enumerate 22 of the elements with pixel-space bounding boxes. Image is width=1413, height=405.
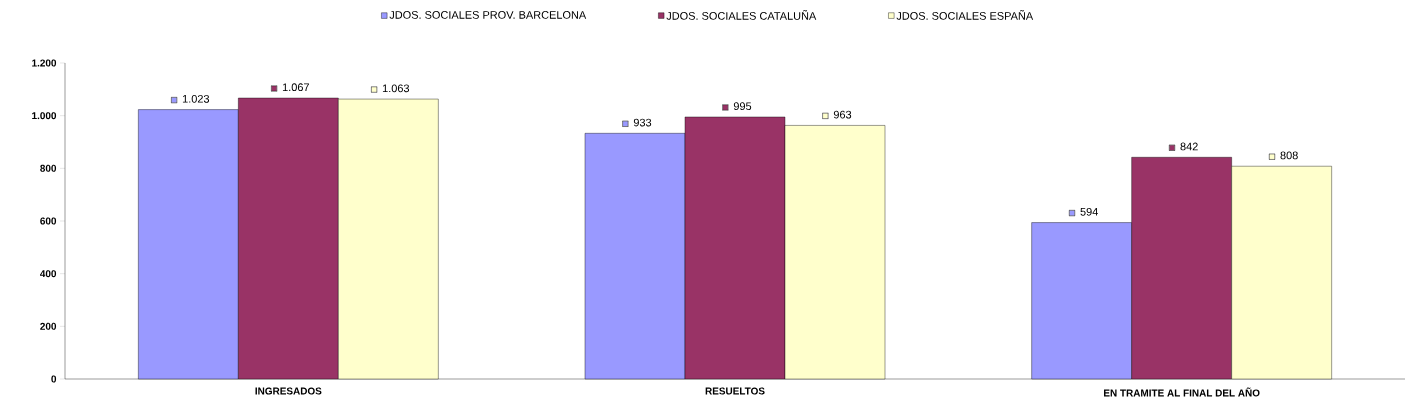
y-tick-label: 200 — [40, 322, 57, 330]
data-label: 995 — [733, 102, 752, 111]
y-tick-label: 0 — [51, 375, 57, 383]
data-label: 963 — [833, 110, 852, 119]
data-label: 1.067 — [282, 83, 309, 92]
x-tick-label: EN TRAMITE AL FINAL DEL AÑO — [1104, 387, 1260, 397]
y-tick-label: 800 — [40, 164, 57, 172]
data-label: 1.023 — [182, 94, 210, 103]
legend-label: JDOS. SOCIALES CATALUÑA — [666, 10, 817, 20]
y-tick-label: 400 — [40, 270, 57, 278]
data-label: 1.063 — [382, 84, 410, 93]
y-tick-label: 1.200 — [32, 59, 57, 67]
y-tick-label: 600 — [40, 217, 57, 225]
x-tick-label: RESUELTOS — [705, 387, 765, 395]
y-tick-label: 1.000 — [32, 112, 57, 120]
legend-label: JDOS. SOCIALES ESPAÑA — [896, 10, 1034, 20]
data-label: 933 — [633, 118, 652, 127]
data-label: 594 — [1080, 207, 1098, 216]
x-tick-label: INGRESADOS — [255, 387, 322, 395]
data-label: 842 — [1180, 142, 1198, 151]
legend-label: JDOS. SOCIALES PROV. BARCELONA — [389, 11, 587, 19]
data-label: 808 — [1280, 151, 1298, 160]
